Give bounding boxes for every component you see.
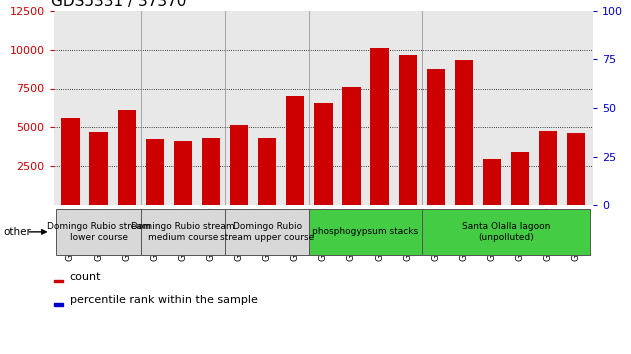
Bar (54, 303, 63, 306)
Bar (174, 141, 192, 205)
Bar (286, 96, 304, 205)
Bar (483, 159, 501, 205)
Text: phosphogypsum stacks: phosphogypsum stacks (312, 227, 418, 236)
Bar (511, 152, 529, 205)
Bar (54, 280, 63, 282)
Bar (567, 133, 586, 205)
Bar (61, 118, 80, 205)
Text: percentile rank within the sample: percentile rank within the sample (70, 295, 257, 305)
Text: Domingo Rubio stream
medium course: Domingo Rubio stream medium course (131, 222, 235, 241)
Bar (141, 209, 225, 255)
Text: Domingo Rubio
stream upper course: Domingo Rubio stream upper course (220, 222, 314, 241)
Bar (146, 139, 164, 205)
Bar (225, 209, 309, 255)
Bar (539, 131, 557, 205)
Bar (309, 209, 422, 255)
Bar (455, 61, 473, 205)
Text: other: other (3, 227, 31, 237)
Bar (258, 138, 276, 205)
Bar (370, 48, 389, 205)
Bar (202, 138, 220, 205)
Text: count: count (70, 272, 102, 282)
Text: Domingo Rubio stream
lower course: Domingo Rubio stream lower course (47, 222, 150, 241)
Bar (399, 55, 417, 205)
Text: Santa Olalla lagoon
(unpolluted): Santa Olalla lagoon (unpolluted) (462, 222, 550, 241)
Text: GDS5331 / 37370: GDS5331 / 37370 (51, 0, 186, 10)
Bar (343, 87, 361, 205)
Bar (90, 132, 108, 205)
Bar (422, 209, 591, 255)
Bar (314, 103, 333, 205)
Bar (230, 125, 248, 205)
Bar (56, 209, 141, 255)
Bar (427, 69, 445, 205)
Bar (117, 109, 136, 205)
